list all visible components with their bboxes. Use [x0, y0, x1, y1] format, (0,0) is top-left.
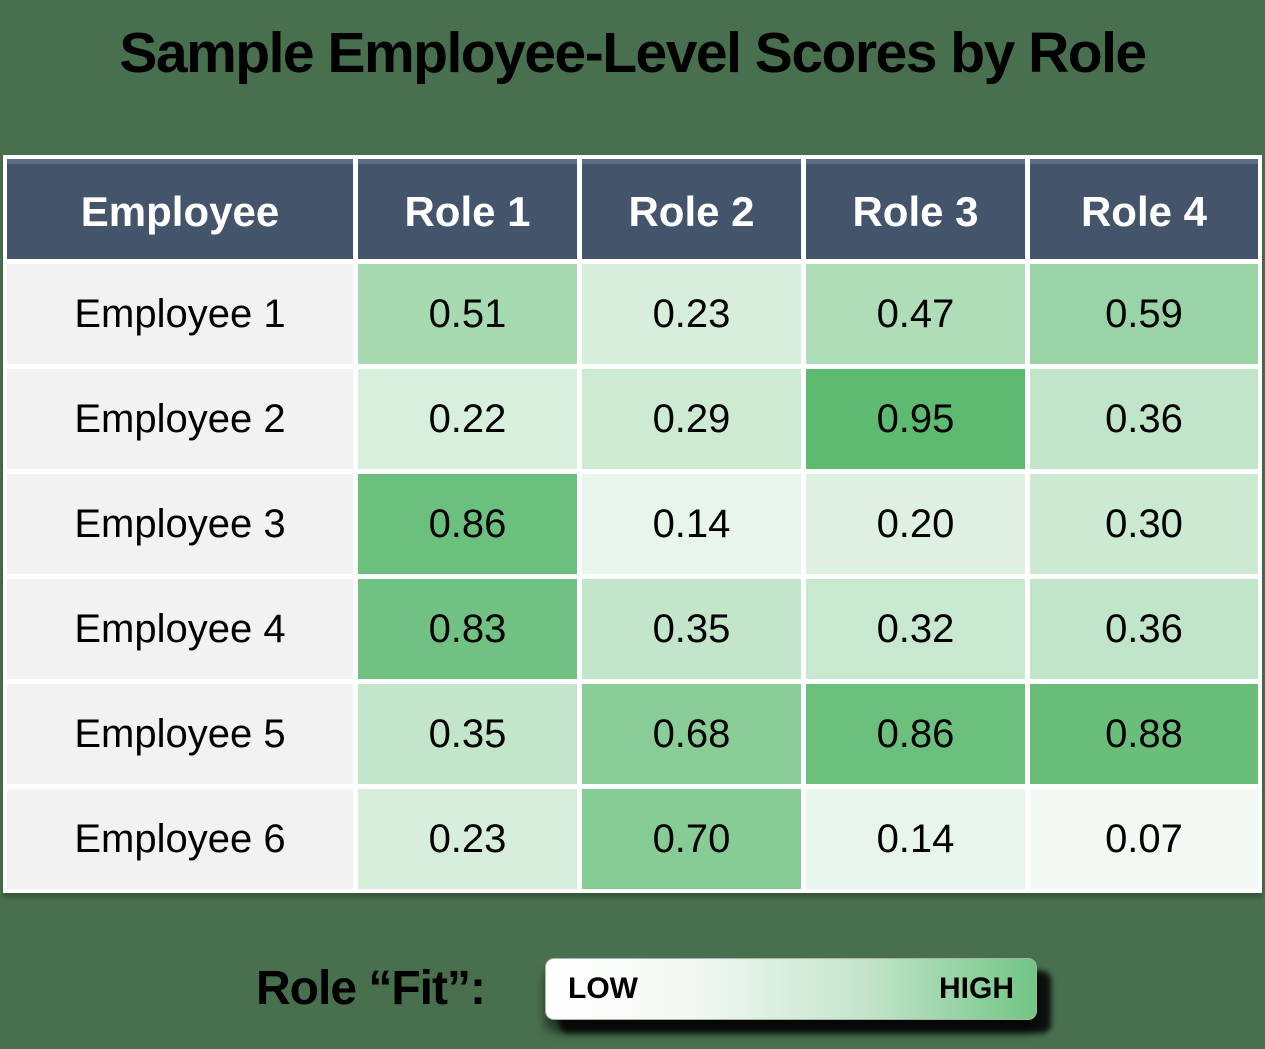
score-cell: 0.68	[582, 684, 801, 784]
score-cell: 0.95	[806, 369, 1025, 469]
legend-low-label: LOW	[568, 972, 638, 1005]
score-cell: 0.36	[1030, 369, 1258, 469]
score-cell: 0.07	[1030, 789, 1258, 889]
column-header: Role 3	[806, 159, 1025, 259]
column-header: Role 2	[582, 159, 801, 259]
score-cell: 0.20	[806, 474, 1025, 574]
page-title: Sample Employee-Level Scores by Role	[119, 21, 1147, 85]
row-label-cell: Employee 4	[7, 579, 353, 679]
score-cell: 0.47	[806, 264, 1025, 364]
score-cell: 0.83	[358, 579, 577, 679]
legend-label: Role “Fit”:	[256, 962, 486, 1015]
score-cell: 0.23	[358, 789, 577, 889]
legend-gradient-bar: LOW HIGH	[545, 958, 1037, 1020]
row-label-cell: Employee 3	[7, 474, 353, 574]
score-cell: 0.59	[1030, 264, 1258, 364]
score-cell: 0.14	[806, 789, 1025, 889]
score-cell: 0.23	[582, 264, 801, 364]
score-cell: 0.32	[806, 579, 1025, 679]
heatmap-table: Employee Role 1 Role 2 Role 3 Role 4 Employee…	[3, 155, 1262, 893]
score-cell: 0.29	[582, 369, 801, 469]
score-cell: 0.51	[358, 264, 577, 364]
score-cell: 0.35	[582, 579, 801, 679]
score-cell: 0.70	[582, 789, 801, 889]
row-label-cell: Employee 2	[7, 369, 353, 469]
column-header: Employee	[7, 159, 353, 259]
column-header: Role 1	[358, 159, 577, 259]
score-cell: 0.30	[1030, 474, 1258, 574]
score-cell: 0.36	[1030, 579, 1258, 679]
score-cell: 0.14	[582, 474, 801, 574]
score-cell: 0.88	[1030, 684, 1258, 784]
score-cell: 0.35	[358, 684, 577, 784]
legend-high-label: HIGH	[939, 972, 1014, 1005]
score-cell: 0.86	[358, 474, 577, 574]
row-label-cell: Employee 6	[7, 789, 353, 889]
score-cell: 0.22	[358, 369, 577, 469]
row-label-cell: Employee 1	[7, 264, 353, 364]
column-header: Role 4	[1030, 159, 1258, 259]
row-label-cell: Employee 5	[7, 684, 353, 784]
score-cell: 0.86	[806, 684, 1025, 784]
